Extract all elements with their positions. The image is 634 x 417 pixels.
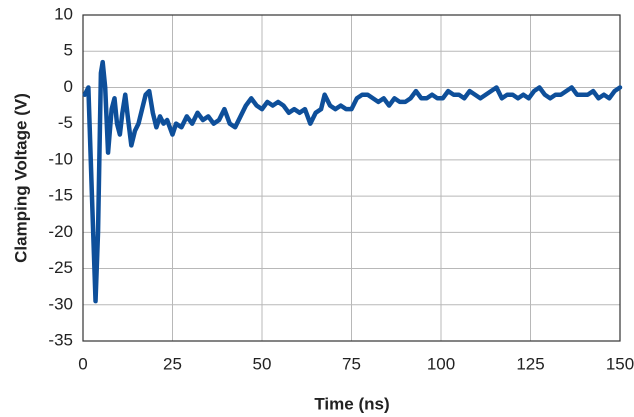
y-tick-label: -10	[48, 149, 73, 168]
x-tick-label: 125	[516, 354, 544, 373]
y-tick-label: -35	[48, 330, 73, 349]
y-axis-title: Clamping Voltage (V)	[11, 93, 30, 263]
x-tick-label: 75	[342, 354, 361, 373]
y-tick-label: 0	[64, 77, 73, 96]
x-tick-label: 50	[253, 354, 272, 373]
x-tick-label: 100	[427, 354, 455, 373]
y-tick-label: -5	[58, 113, 73, 132]
x-tick-label: 25	[163, 354, 182, 373]
y-tick-label: -30	[48, 294, 73, 313]
y-tick-label: -15	[48, 186, 73, 205]
x-tick-label: 0	[78, 354, 87, 373]
plot-frame	[82, 14, 621, 342]
data-line	[82, 59, 623, 304]
y-tick-label: -20	[48, 222, 73, 241]
x-tick-label: 150	[606, 354, 634, 373]
y-tick-label: 10	[54, 4, 73, 23]
x-axis-title: Time (ns)	[314, 394, 389, 413]
y-tick-label: 5	[64, 41, 73, 60]
y-tick-label: -25	[48, 258, 73, 277]
